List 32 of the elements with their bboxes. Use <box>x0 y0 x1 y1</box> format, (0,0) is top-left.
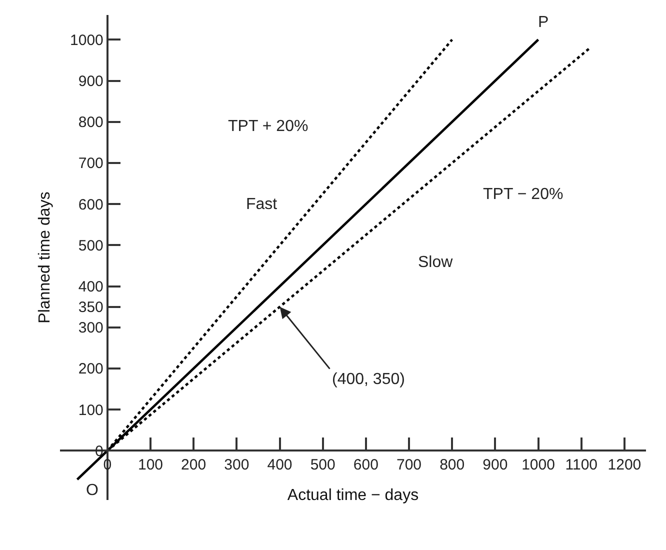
annotation: Slow <box>418 254 454 271</box>
x-tick-label: 400 <box>267 456 292 474</box>
x-tick-label: 600 <box>353 456 378 474</box>
y-tick-label: 500 <box>78 237 104 254</box>
annotation: TPT − 20% <box>483 186 564 203</box>
x-tick-label: 500 <box>310 456 336 474</box>
x-tick-label: 800 <box>440 456 465 474</box>
x-tick-label: 1200 <box>608 456 642 474</box>
x-tick-label: 900 <box>482 456 508 474</box>
x-tick-label: 200 <box>181 456 206 474</box>
x-axis-title: Actual time − days <box>287 486 419 504</box>
annotation: (400, 350) <box>332 371 405 388</box>
annotation: Fast <box>246 196 278 213</box>
x-tick-label: 1100 <box>565 456 598 474</box>
annotation: O <box>86 482 98 499</box>
y-tick-label: 300 <box>78 320 104 337</box>
y-tick-label: 100 <box>78 402 104 419</box>
y-tick-label: 600 <box>78 196 104 214</box>
x-tick-label: 300 <box>224 456 250 474</box>
y-tick-label: 350 <box>78 299 104 316</box>
y-tick-label: 700 <box>78 155 104 172</box>
y-tick-label: 200 <box>78 360 104 378</box>
y-tick-label: 400 <box>78 278 104 296</box>
y-axis-title: Planned time days <box>36 192 54 324</box>
annotation: P <box>538 14 549 31</box>
annotation: TPT + 20% <box>228 118 308 135</box>
y-tick-label: 900 <box>78 73 104 90</box>
x-tick-label: 1000 <box>522 456 555 474</box>
y-tick-label: 800 <box>78 114 104 132</box>
y-tick-label: 1000 <box>70 32 104 49</box>
x-tick-label: 100 <box>138 456 164 474</box>
x-tick-label: 700 <box>396 456 422 474</box>
